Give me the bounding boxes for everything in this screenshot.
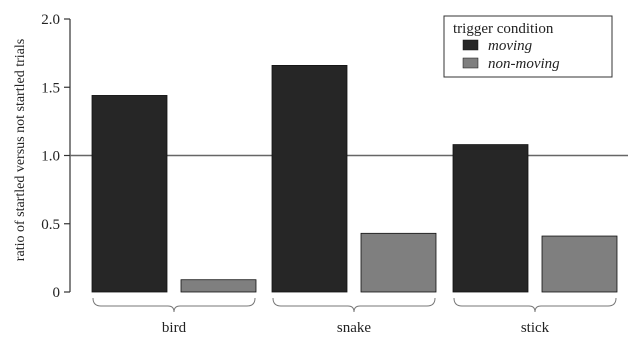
bar-snake-moving — [271, 65, 348, 293]
bar-bird-moving — [91, 95, 168, 293]
category-label-stick: stick — [521, 320, 550, 336]
category-label-bird: bird — [162, 320, 187, 336]
y-tick-label: 0 — [53, 285, 61, 301]
bracket-bird — [92, 297, 256, 313]
legend: trigger condition moving non-moving — [443, 15, 613, 78]
y-tick-label: 2.0 — [41, 12, 60, 28]
legend-swatch-moving — [462, 39, 479, 51]
bar-bird-non-moving — [180, 279, 257, 293]
bracket-snake — [272, 297, 436, 313]
legend-swatch-non-moving — [462, 57, 479, 69]
bars — [91, 65, 618, 293]
legend-label-moving: moving — [488, 38, 533, 54]
y-tick-label: 1.0 — [41, 149, 60, 165]
bar-stick-non-moving — [541, 235, 618, 293]
y-tick-label: 1.5 — [41, 80, 60, 96]
bracket-stick — [453, 297, 617, 313]
category-label-snake: snake — [337, 320, 371, 336]
legend-label-non-moving: non-moving — [488, 56, 560, 72]
y-ticks: 0 0.5 1.0 1.5 2.0 — [41, 12, 70, 301]
y-tick-label: 0.5 — [41, 217, 60, 233]
y-axis-title: ratio of startled versus not startled tr… — [13, 39, 28, 261]
legend-title: trigger condition — [453, 21, 554, 37]
category-brackets — [92, 297, 617, 313]
bar-snake-non-moving — [360, 232, 437, 293]
bar-stick-moving — [452, 144, 529, 293]
category-labels: bird snake stick — [162, 320, 550, 336]
